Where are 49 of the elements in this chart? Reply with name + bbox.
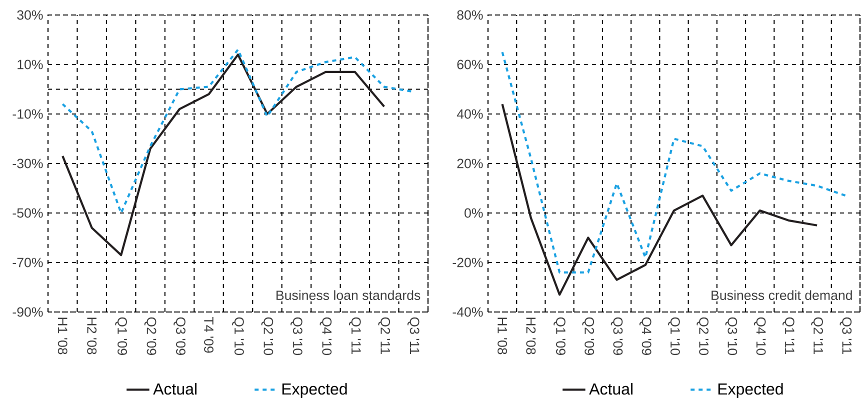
y-tick-label: 80% [457,10,483,20]
x-tick-label: Q3 '09 [610,317,623,355]
x-tick-label: Q1 '10 [668,317,680,356]
x-tick-label: Q2 '10 [261,317,274,356]
y-tick-label: -70% [12,258,43,268]
x-tick-label: Q2 '09 [144,317,156,355]
annotation: Business loan standards [276,290,420,300]
x-tick-label: T4 '09 [204,317,214,353]
x-tick-label: Q2 '09 [582,317,594,355]
x-tick-label: Q3 '11 [840,317,852,354]
x-tick-label: Q3 '10 [290,317,302,356]
line-series [62,54,386,256]
y-tick-label: -10% [12,109,43,119]
y-tick-label: 20% [457,158,483,168]
annotation: Business credit demand [712,290,852,300]
legend-label: Expected [282,382,347,398]
y-tick-label: -20% [452,258,483,268]
line-series [501,51,847,274]
x-tick-label: H2 '08 [526,318,536,354]
x-tick-label: Q2 '11 [811,317,823,354]
line-series [62,48,414,214]
y-tick-label: 30% [17,10,43,20]
x-tick-label: Q1 '11 [782,317,794,354]
y-tick-label: -30% [12,158,43,168]
x-tick-label: Q1 '09 [115,317,127,355]
legend-label: Actual [589,382,632,395]
y-tick-label: -50% [12,208,43,218]
x-tick-label: Q3 '11 [407,317,420,354]
x-tick-label: Q4 '10 [320,317,332,356]
x-tick-label: Q3 '10 [725,317,738,356]
x-tick-label: Q4 '10 [754,317,766,356]
legend-label: Actual [153,382,196,395]
x-tick-label: H1 '08 [58,318,68,354]
x-tick-label: Q3 '09 [174,317,186,355]
y-tick-label: 10% [18,60,43,70]
legend-label: Expected [718,382,783,398]
x-tick-label: Q1 '10 [232,317,244,356]
x-tick-label: Q1 '11 [349,317,361,354]
x-tick-label: Q2 '10 [696,317,709,356]
y-tick-label: 40% [456,109,483,119]
y-tick-label: -40% [452,307,483,317]
y-tick-label: -90% [12,307,43,317]
x-tick-label: Q2 '11 [378,317,390,354]
x-tick-label: H2 '08 [87,318,97,354]
y-tick-label: 0% [464,208,483,218]
x-tick-label: H1 '08 [498,318,508,354]
y-tick-label: 60% [457,60,483,70]
x-tick-label: Q4 '09 [639,317,652,355]
x-tick-label: Q1 '09 [554,317,566,355]
